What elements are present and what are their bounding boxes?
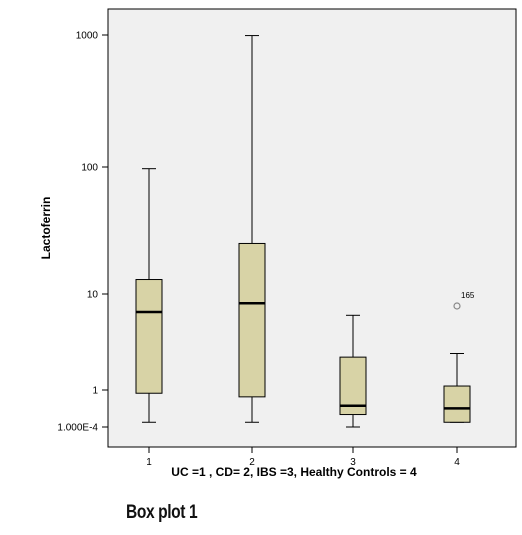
x-tick-label: 2 <box>249 457 255 468</box>
box-3 <box>339 314 367 428</box>
y-tick-label: 10 <box>87 290 99 301</box>
x-tick-label: 1 <box>146 457 152 468</box>
y-tick-label: 1000 <box>76 31 99 42</box>
iqr-box <box>443 385 471 423</box>
y-tick-label: 1 <box>92 386 98 397</box>
x-axis-label: UC =1 , CD= 2, IBS =3, Healthy Controls … <box>171 465 417 479</box>
box-2 <box>238 35 266 423</box>
plot-area <box>107 8 517 448</box>
x-tick-label: 4 <box>454 457 460 468</box>
outlier-point <box>453 302 461 310</box>
box-1 <box>135 168 163 423</box>
box-4 <box>443 352 471 423</box>
y-axis: 1000 100 10 1 1.000E-4 <box>57 31 108 434</box>
outliers-group: 165 <box>453 291 475 310</box>
outlier-label: 165 <box>461 291 475 300</box>
y-tick-label: 1.000E-4 <box>57 423 98 434</box>
iqr-box <box>135 279 163 394</box>
x-axis: 1 2 3 4 <box>146 447 460 468</box>
y-tick-label: 100 <box>81 163 98 174</box>
x-tick-label: 3 <box>350 457 356 468</box>
boxes-group <box>135 35 471 428</box>
y-axis-label: Lactoferrin <box>39 197 53 260</box>
iqr-box <box>238 242 266 398</box>
figure-caption: Box plot 1 <box>126 502 198 523</box>
